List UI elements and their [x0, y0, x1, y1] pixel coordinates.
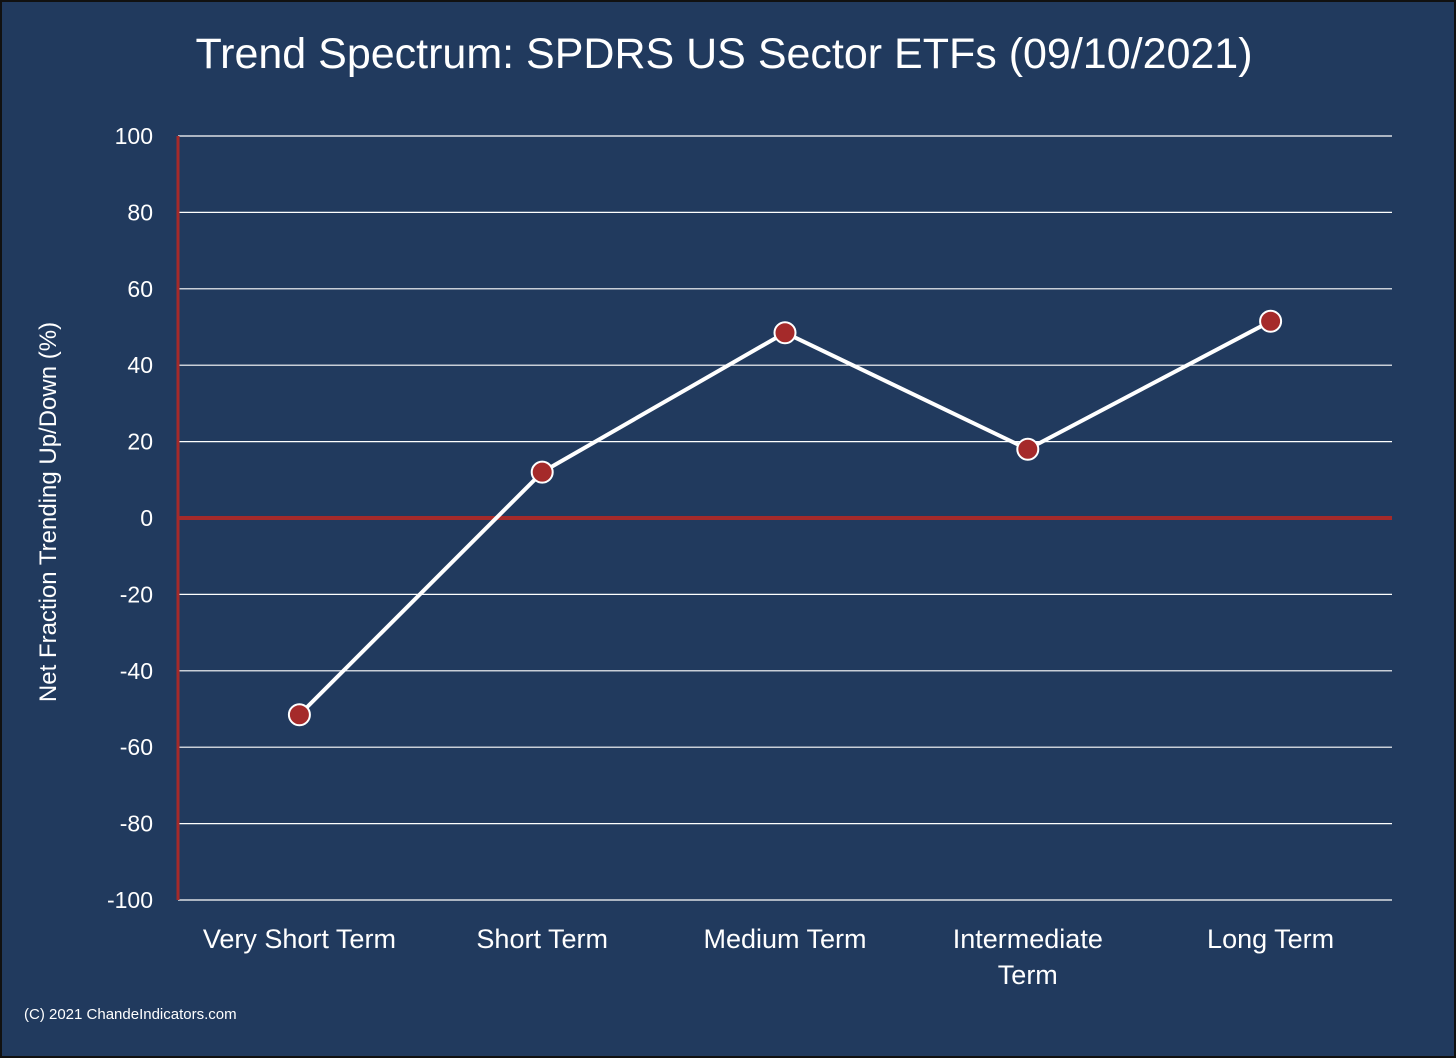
x-tick-label-line: Term — [998, 960, 1058, 990]
y-tick-label: 100 — [115, 123, 153, 149]
data-point-0 — [287, 703, 311, 727]
copyright-text: (C) 2021 ChandeIndicators.com — [24, 1006, 237, 1023]
y-tick-label: -40 — [120, 658, 153, 684]
x-tick-label-line: Short Term — [476, 924, 608, 954]
x-tick-label: Very Short Term — [203, 924, 396, 954]
y-tick-label: -60 — [120, 734, 153, 760]
axis-labels: 100 80 60 40 20 0 -20 -40 -60 -80 -100 Very Short T… — [107, 123, 1334, 990]
data-point-1 — [530, 460, 554, 484]
axes — [176, 136, 1392, 900]
x-tick-label: Intermediate Term — [953, 924, 1103, 990]
y-tick-label: 40 — [127, 352, 153, 378]
gridlines — [178, 135, 1392, 901]
y-tick-label: 0 — [140, 505, 153, 531]
y-tick-label: -80 — [120, 811, 153, 837]
y-tick-label: 20 — [127, 429, 153, 455]
data-point-3 — [1016, 437, 1040, 461]
x-tick-label: Medium Term — [703, 924, 866, 954]
y-tick-label: -20 — [120, 581, 153, 607]
x-tick-label-line: Very Short Term — [203, 924, 396, 954]
x-tick-label-line: Long Term — [1207, 924, 1334, 954]
data-point-2 — [773, 321, 797, 345]
y-tick-label: 60 — [127, 276, 153, 302]
data-point-4 — [1259, 309, 1283, 333]
x-tick-label: Short Term — [476, 924, 608, 954]
y-axis-label: Net Fraction Trending Up/Down (%) — [35, 322, 62, 702]
x-tick-label: Long Term — [1207, 924, 1334, 954]
x-tick-label-line: Intermediate — [953, 924, 1103, 954]
chart-title: Trend Spectrum: SPDRS US Sector ETFs (09… — [195, 30, 1252, 78]
x-tick-label-line: Medium Term — [703, 924, 866, 954]
series-trend-spectrum — [287, 309, 1283, 727]
y-tick-label: -100 — [107, 887, 153, 913]
y-tick-label: 80 — [127, 199, 153, 225]
